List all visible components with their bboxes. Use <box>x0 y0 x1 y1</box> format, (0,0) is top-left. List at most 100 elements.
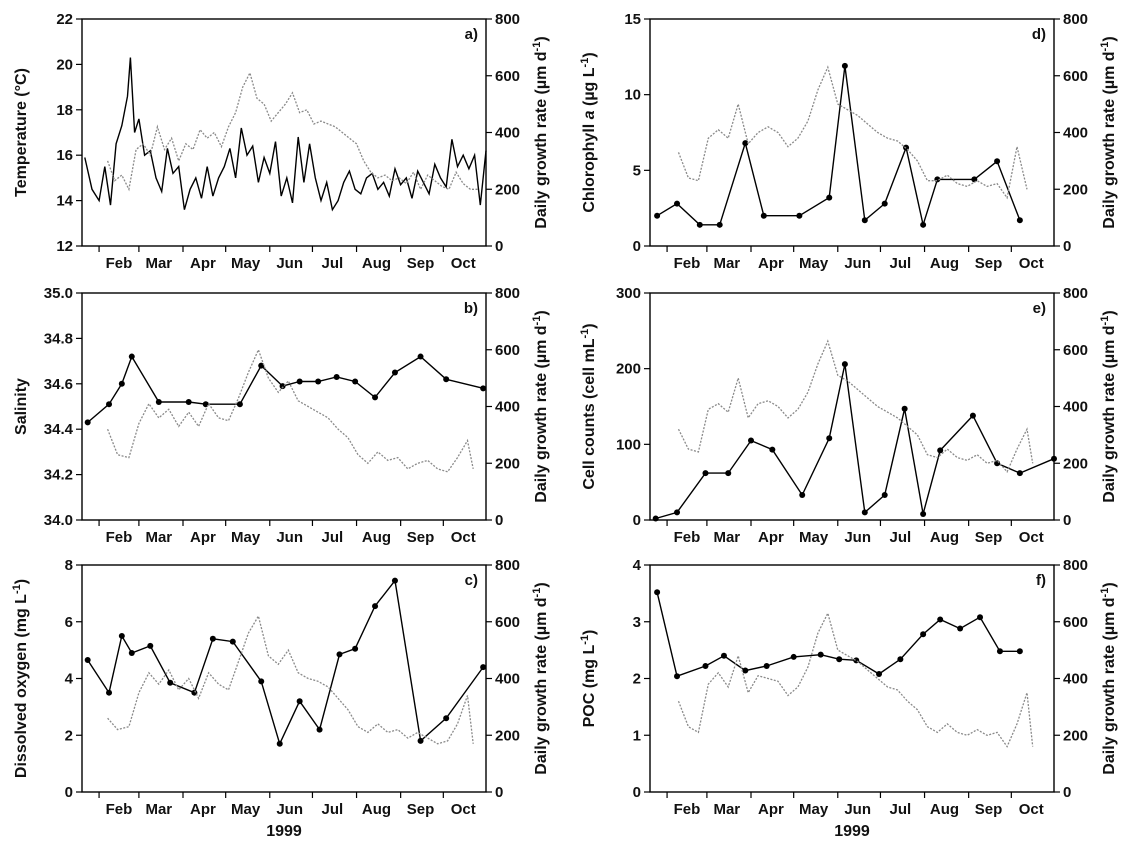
x-tick-label: Sep <box>407 255 435 272</box>
measurement-series <box>87 354 484 423</box>
data-point <box>696 221 703 228</box>
x-tick-label: Jun <box>276 801 303 818</box>
y2-tick-label: 0 <box>495 238 503 255</box>
y2-tick-label: 800 <box>1063 557 1088 574</box>
measurement-series <box>655 363 1055 520</box>
x-tick-label: Feb <box>674 255 701 272</box>
y2-axis-title: Daily growth rate (µm d-1) <box>1099 36 1118 228</box>
data-point <box>417 737 424 744</box>
data-point <box>937 616 944 623</box>
y-tick-label: 5 <box>633 162 641 179</box>
x-tick-label: Mar <box>145 801 172 818</box>
data-point <box>841 361 848 368</box>
data-point <box>236 401 243 408</box>
panel-f: 0 1 2 3 4 0 200 400 600 800 Feb Mar Apr May Jun Jul Aug S… <box>579 557 1118 840</box>
x-tick-label: Mar <box>713 529 740 546</box>
data-point <box>790 653 797 660</box>
panel-label: c) <box>465 572 478 589</box>
y2-tick-label: 0 <box>495 784 503 801</box>
data-point <box>742 667 749 674</box>
x-tick-label: Mar <box>713 255 740 272</box>
measurement-series <box>87 578 484 746</box>
y-tick-label: 6 <box>65 614 73 631</box>
x-tick-label: Mar <box>713 801 740 818</box>
x-tick-label: Aug <box>930 801 959 818</box>
data-point <box>763 663 770 670</box>
y2-tick-label: 400 <box>1063 125 1088 142</box>
data-point <box>897 656 904 663</box>
x-tick-label: Oct <box>1019 529 1044 546</box>
y-tick-label: 34.8 <box>44 330 73 347</box>
x-tick-label: Aug <box>930 255 959 272</box>
data-point <box>836 656 843 663</box>
y-tick-label: 8 <box>65 557 73 574</box>
data-point <box>971 176 978 183</box>
y2-tick-label: 400 <box>495 125 520 142</box>
y-tick-label: 3 <box>633 614 641 631</box>
y-tick-label: 34.2 <box>44 467 73 484</box>
x-tick-label: Sep <box>975 529 1003 546</box>
panel-label: f) <box>1036 572 1046 589</box>
y-axis-title: Dissolved oxygen (mg L-1) <box>11 579 30 778</box>
data-point <box>901 405 908 412</box>
data-point <box>480 385 487 392</box>
data-point <box>702 663 709 670</box>
data-point <box>716 221 723 228</box>
y2-tick-label: 200 <box>1063 727 1088 744</box>
data-point <box>853 657 860 664</box>
growth-rate-series <box>106 71 478 192</box>
panel-a: 12 14 16 18 20 22 0 200 400 600 800 Feb Mar Apr May Jun… <box>13 11 550 272</box>
y2-tick-label: 800 <box>1063 11 1088 28</box>
data-point <box>128 649 135 656</box>
data-point <box>769 446 776 453</box>
y2-tick-label: 0 <box>1063 238 1071 255</box>
y-tick-label: 12 <box>56 238 73 255</box>
data-point <box>106 401 113 408</box>
data-point <box>185 398 192 405</box>
data-point <box>748 437 754 444</box>
x-tick-label: Oct <box>451 529 476 546</box>
data-point <box>654 212 661 219</box>
data-point <box>760 212 767 219</box>
growth-rate-series <box>677 65 1028 200</box>
y2-tick-label: 800 <box>495 11 520 28</box>
x-axis-title: 1999 <box>834 823 870 840</box>
data-point <box>720 652 727 659</box>
x-tick-label: Jul <box>322 529 344 546</box>
data-point <box>702 470 709 477</box>
x-tick-label: Apr <box>758 801 784 818</box>
data-point <box>352 378 359 385</box>
y2-tick-label: 0 <box>495 512 503 529</box>
panel-c: 0 2 4 6 8 0 200 400 600 800 Feb Mar Apr May Jun Jul Aug S… <box>11 557 550 840</box>
data-point <box>391 369 398 376</box>
data-point <box>372 394 379 401</box>
x-tick-label: Oct <box>1019 801 1044 818</box>
data-point <box>258 362 265 369</box>
data-point <box>316 726 323 733</box>
y2-tick-label: 0 <box>1063 784 1071 801</box>
y2-tick-label: 400 <box>1063 399 1088 416</box>
growth-rate-series <box>107 614 474 745</box>
data-point <box>674 200 681 207</box>
x-axis-title: 1999 <box>266 823 302 840</box>
y2-tick-label: 600 <box>495 342 520 359</box>
growth-rate-series <box>106 348 474 473</box>
y2-tick-label: 200 <box>495 181 520 198</box>
data-point <box>996 648 1003 655</box>
y-tick-label: 18 <box>56 102 73 119</box>
y-tick-label: 34.4 <box>44 421 74 438</box>
x-tick-label: May <box>231 801 261 818</box>
x-tick-label: Oct <box>451 255 476 272</box>
measurement-series <box>656 65 1021 228</box>
data-point <box>826 194 833 201</box>
y2-tick-label: 0 <box>1063 512 1071 529</box>
plot-frame <box>649 292 1055 521</box>
data-point <box>969 412 976 419</box>
x-tick-label: Feb <box>106 801 133 818</box>
x-tick-label: Jul <box>890 801 912 818</box>
y2-tick-label: 400 <box>495 399 520 416</box>
y-tick-label: 16 <box>56 147 73 164</box>
x-tick-label: Aug <box>362 529 391 546</box>
data-point <box>128 353 135 360</box>
x-tick-label: May <box>231 255 261 272</box>
